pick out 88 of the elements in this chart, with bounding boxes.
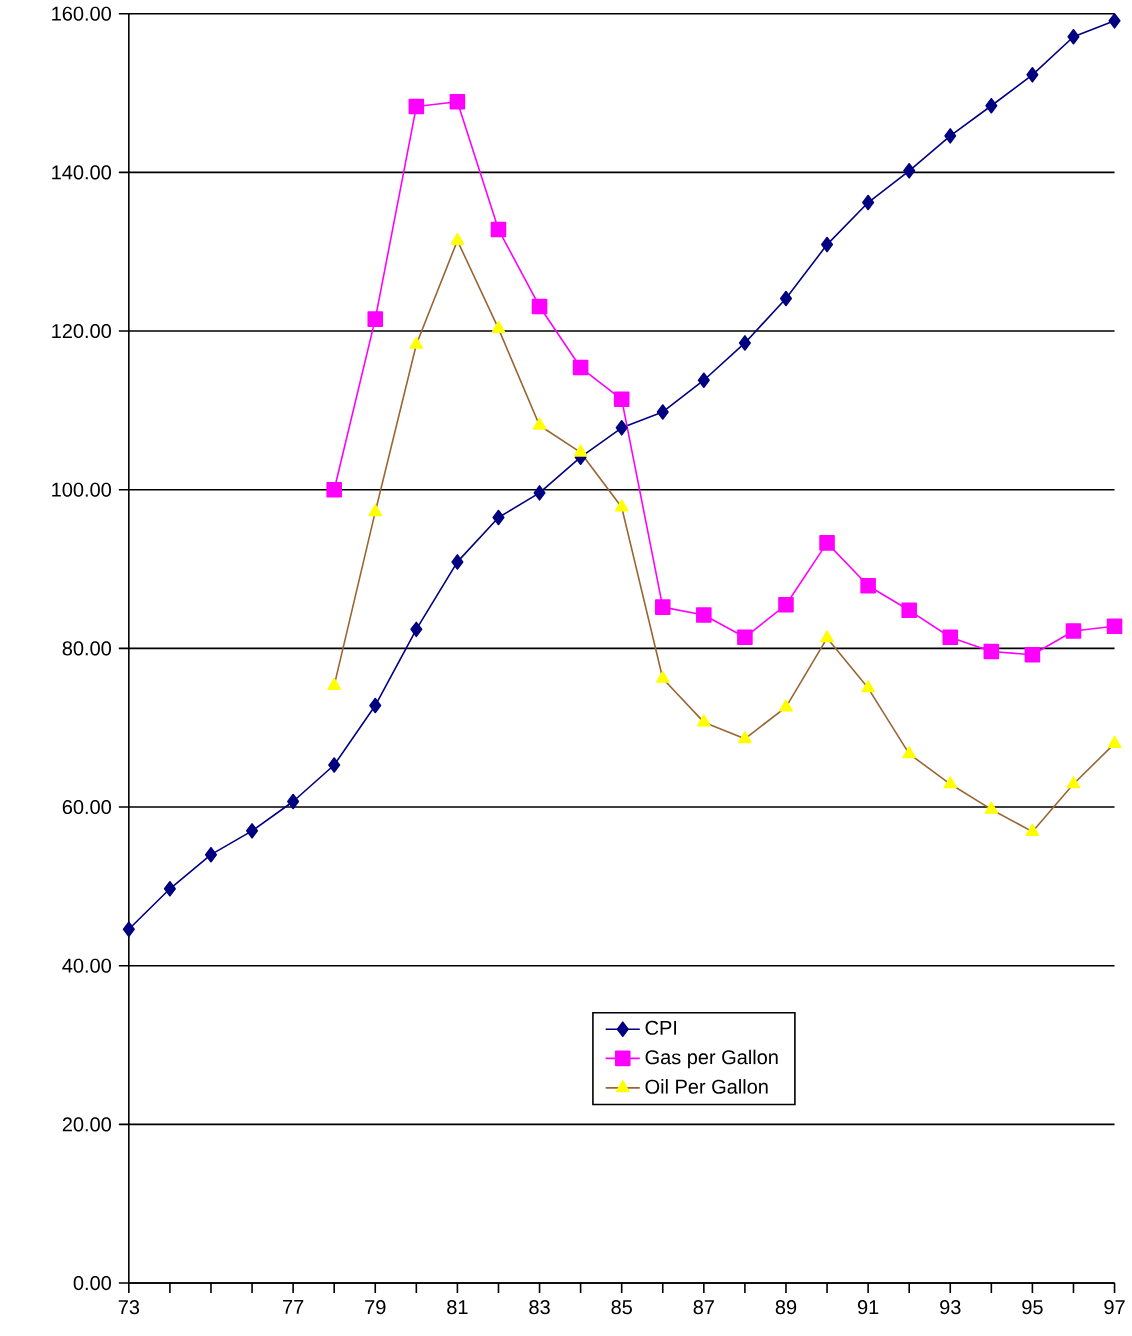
legend-label: CPI <box>645 1020 676 1035</box>
x-tick-label: 83 <box>529 1300 550 1315</box>
point <box>327 757 341 773</box>
point <box>697 372 710 389</box>
legend-label: Oil Per Gallon <box>645 1079 768 1094</box>
y-tick-label: 80.00 <box>62 641 111 656</box>
point <box>1066 776 1081 789</box>
point <box>1107 735 1122 748</box>
point <box>819 535 835 551</box>
point <box>943 776 957 789</box>
point <box>245 823 258 839</box>
point <box>738 335 751 351</box>
x-tick-label: 81 <box>447 1300 468 1315</box>
point <box>779 290 792 307</box>
point <box>944 128 957 144</box>
x-tick-label: 87 <box>693 1300 714 1315</box>
point <box>778 699 793 712</box>
point <box>326 481 342 498</box>
point <box>615 420 628 436</box>
point <box>204 846 217 863</box>
point <box>861 680 875 693</box>
point <box>901 602 917 619</box>
legend-label: Gas per Gallon <box>645 1049 778 1069</box>
y-tick-label: 100.00 <box>52 482 111 497</box>
x-tick-label: 97 <box>1104 1300 1125 1315</box>
point <box>532 417 547 430</box>
point <box>614 499 629 512</box>
x-tick-label: 85 <box>611 1300 632 1315</box>
point <box>1024 646 1041 663</box>
point <box>492 509 505 526</box>
point <box>985 97 998 114</box>
x-tick-label: 73 <box>118 1300 139 1315</box>
point <box>1025 823 1040 836</box>
point <box>984 801 999 814</box>
point <box>286 793 299 810</box>
x-tick-label: 95 <box>1022 1300 1043 1315</box>
x-tick-label: 79 <box>365 1300 386 1315</box>
point <box>1108 13 1121 29</box>
y-tick-label: 20.00 <box>62 1117 111 1132</box>
point <box>367 311 383 327</box>
point <box>654 599 671 615</box>
point <box>736 629 753 646</box>
point <box>490 221 507 238</box>
point <box>695 607 712 623</box>
point <box>573 444 588 457</box>
point <box>450 232 465 245</box>
point <box>327 677 341 690</box>
point <box>409 336 424 349</box>
point <box>491 320 506 333</box>
point <box>451 554 464 570</box>
point <box>408 98 424 115</box>
point <box>655 670 670 683</box>
point <box>1065 623 1082 639</box>
point <box>369 697 382 714</box>
point <box>861 194 874 211</box>
point <box>572 359 589 376</box>
point <box>1067 28 1080 45</box>
point <box>368 504 382 517</box>
y-tick-label: 140.00 <box>52 165 111 180</box>
y-tick-label: 0.00 <box>73 1276 111 1291</box>
x-tick-label: 93 <box>939 1300 961 1315</box>
y-tick-label: 60.00 <box>62 799 111 815</box>
point <box>820 236 833 253</box>
point <box>778 596 794 613</box>
point <box>902 746 916 759</box>
x-tick-label: 89 <box>775 1300 796 1315</box>
point <box>1026 67 1039 83</box>
y-tick-label: 40.00 <box>62 958 111 973</box>
point <box>613 391 630 408</box>
x-tick-label: 91 <box>857 1300 879 1315</box>
point <box>696 714 711 727</box>
point <box>860 577 876 594</box>
y-tick-label: 160.00 <box>52 6 111 21</box>
point <box>656 404 669 420</box>
point <box>737 731 752 744</box>
point <box>163 880 176 897</box>
point <box>122 921 135 938</box>
point <box>533 485 546 501</box>
point <box>942 629 958 646</box>
point <box>1106 618 1123 634</box>
point <box>820 630 834 643</box>
x-tick-label: 77 <box>282 1300 304 1314</box>
y-tick-label: 120.00 <box>52 323 111 339</box>
point <box>531 298 548 315</box>
point <box>449 93 466 110</box>
point <box>902 163 916 179</box>
point <box>410 621 423 638</box>
point <box>983 643 999 660</box>
